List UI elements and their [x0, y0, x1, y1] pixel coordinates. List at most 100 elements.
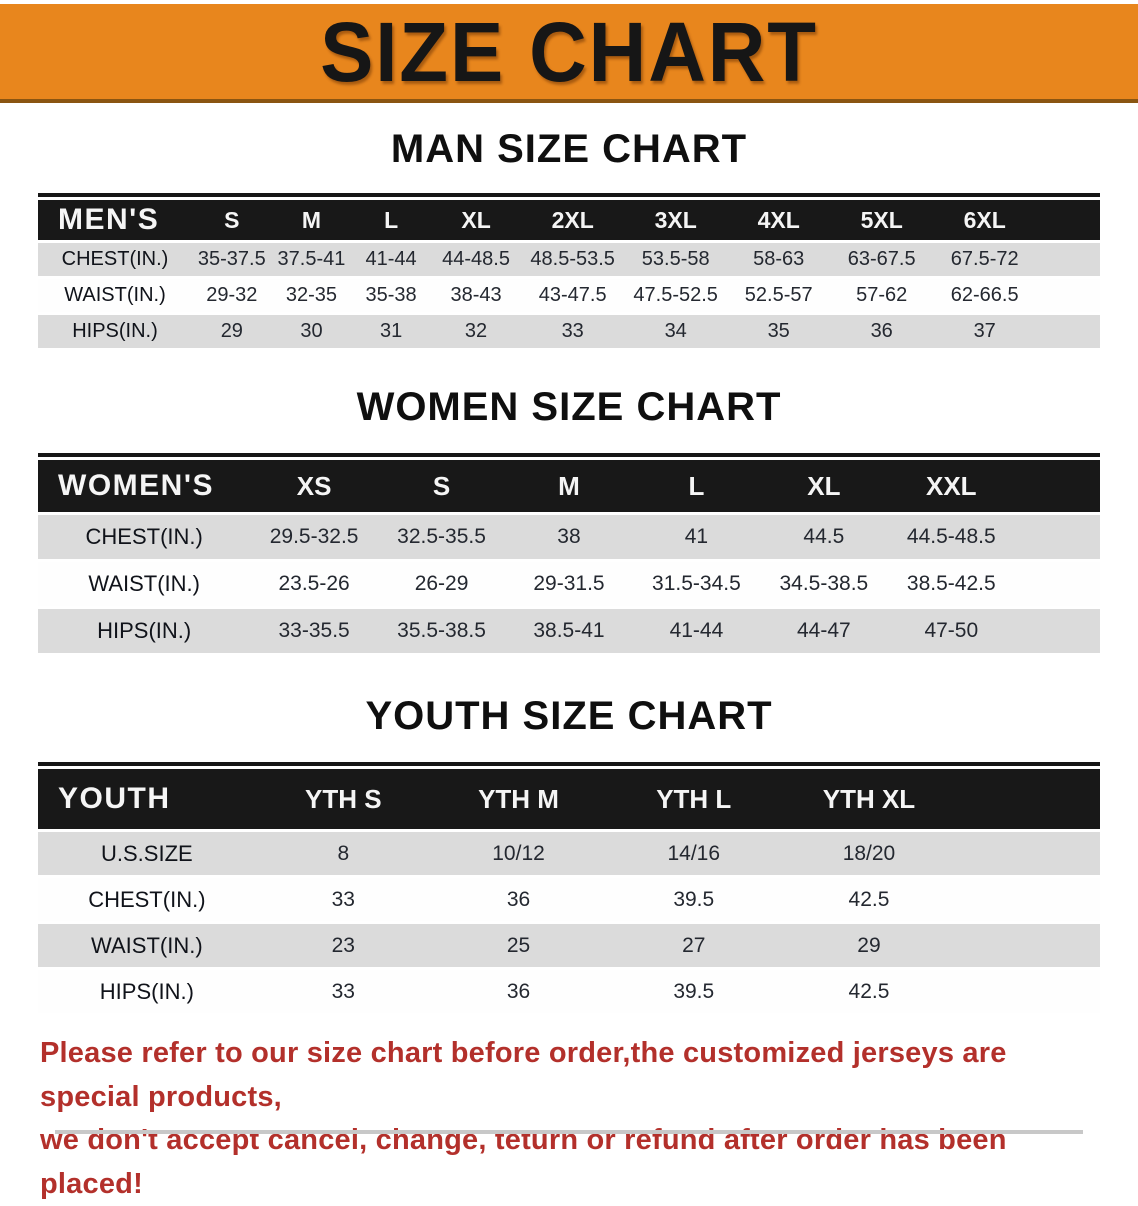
measurement-value: 36 — [830, 315, 934, 348]
measurement-value: 36 — [430, 878, 607, 921]
row-label: HIPS(IN.) — [38, 609, 251, 653]
size-column-header: 3XL — [624, 200, 728, 240]
measurement-value: 41-44 — [351, 243, 431, 276]
mens-size-table: MEN'S S M L XL 2XL 3XL 4XL 5XL 6XL CHEST(IN.) 35-37… — [38, 197, 1100, 351]
measurement-row: WAIST(IN.) 29-32 32-35 35-38 38-43 43-47.5 47.… — [38, 279, 1100, 312]
measurement-value: 35-38 — [351, 279, 431, 312]
measurement-value: 32.5-35.5 — [377, 515, 506, 559]
size-column-header: L — [632, 460, 761, 512]
size-column-header: L — [351, 200, 431, 240]
size-column-header: YTH S — [255, 769, 431, 829]
measurement-value: 38-43 — [430, 279, 522, 312]
spacer-cell — [956, 924, 1100, 967]
measurement-value: 39.5 — [606, 878, 782, 921]
measurement-value: 32 — [430, 315, 522, 348]
women-size-chart-heading: WOMEN SIZE CHART — [356, 385, 782, 429]
measurement-value: 44-48.5 — [430, 243, 522, 276]
measurement-value: 26-29 — [377, 562, 506, 606]
measurement-value: 8 — [255, 832, 431, 875]
measurement-value: 39.5 — [606, 970, 782, 1013]
row-label: CHEST(IN.) — [38, 515, 251, 559]
measurement-row: HIPS(IN.) 29 30 31 32 33 34 35 36 37 — [38, 315, 1100, 348]
measurement-value: 33 — [255, 878, 431, 921]
size-column-header: YTH XL — [781, 769, 957, 829]
measurement-value: 27 — [606, 924, 782, 967]
measurement-value: 33 — [521, 315, 625, 348]
measurement-value: 58-63 — [727, 243, 831, 276]
group-label: WOMEN'S — [38, 460, 251, 512]
measurement-value: 47-50 — [887, 609, 1016, 653]
disclaimer: Please refer to our size chart before or… — [40, 1032, 1100, 1206]
size-header-row: WOMEN'S XS S M L XL XXL — [38, 460, 1100, 512]
measurement-value: 43-47.5 — [521, 279, 625, 312]
size-chart-banner: SIZE CHART — [0, 4, 1138, 103]
measurement-value: 10/12 — [430, 832, 607, 875]
measurement-row: CHEST(IN.) 29.5-32.5 32.5-35.5 38 41 44.5 44.5… — [38, 515, 1100, 559]
womens-size-table: WOMEN'S XS S M L XL XXL CHEST(IN.) 29.5-32.5 32.5… — [38, 457, 1100, 656]
row-label: CHEST(IN.) — [38, 878, 256, 921]
measurement-value: 31 — [351, 315, 431, 348]
size-column-header: 5XL — [830, 200, 934, 240]
measurement-value: 34 — [624, 315, 728, 348]
measurement-row: WAIST(IN.) 23 25 27 29 — [38, 924, 1100, 967]
measurement-value: 23.5-26 — [250, 562, 378, 606]
measurement-value: 37 — [933, 315, 1037, 348]
measurement-value: 42.5 — [781, 878, 957, 921]
size-column-header: 6XL — [933, 200, 1037, 240]
size-column-header: XS — [250, 460, 378, 512]
measurement-value: 48.5-53.5 — [521, 243, 625, 276]
measurement-row: CHEST(IN.) 33 36 39.5 42.5 — [38, 878, 1100, 921]
measurement-value: 29-31.5 — [505, 562, 633, 606]
size-column-header: XL — [430, 200, 522, 240]
measurement-value: 35.5-38.5 — [377, 609, 506, 653]
row-label: WAIST(IN.) — [38, 279, 192, 312]
bottom-divider — [55, 1130, 1083, 1134]
measurement-row: U.S.SIZE 8 10/12 14/16 18/20 — [38, 832, 1100, 875]
spacer-cell — [1036, 315, 1100, 348]
measurement-value: 63-67.5 — [830, 243, 934, 276]
measurement-value: 52.5-57 — [727, 279, 831, 312]
size-header-row: MEN'S S M L XL 2XL 3XL 4XL 5XL 6XL — [38, 200, 1100, 240]
spacer-cell — [1036, 243, 1100, 276]
spacer-cell — [1036, 200, 1100, 240]
size-column-header: XL — [760, 460, 888, 512]
row-label: CHEST(IN.) — [38, 243, 192, 276]
measurement-value: 33-35.5 — [250, 609, 378, 653]
measurement-value: 37.5-41 — [271, 243, 352, 276]
measurement-value: 44-47 — [760, 609, 888, 653]
measurement-row: CHEST(IN.) 35-37.5 37.5-41 41-44 44-48.5 48.5… — [38, 243, 1100, 276]
measurement-value: 38.5-41 — [505, 609, 633, 653]
measurement-value: 41 — [632, 515, 761, 559]
measurement-value: 18/20 — [781, 832, 957, 875]
measurement-value: 53.5-58 — [624, 243, 728, 276]
measurement-value: 44.5-48.5 — [887, 515, 1016, 559]
measurement-value: 33 — [255, 970, 431, 1013]
measurement-value: 36 — [430, 970, 607, 1013]
measurement-value: 32-35 — [271, 279, 352, 312]
measurement-value: 35-37.5 — [192, 243, 272, 276]
mens-table-container: MEN'S S M L XL 2XL 3XL 4XL 5XL 6XL CHEST(IN.) 35-37… — [38, 193, 1100, 351]
measurement-value: 35 — [727, 315, 831, 348]
spacer-cell — [956, 878, 1100, 921]
measurement-value: 38.5-42.5 — [887, 562, 1016, 606]
measurement-value: 29-32 — [192, 279, 272, 312]
measurement-row: WAIST(IN.) 23.5-26 26-29 29-31.5 31.5-34.5 34… — [38, 562, 1100, 606]
measurement-value: 62-66.5 — [933, 279, 1037, 312]
spacer-cell — [956, 769, 1100, 829]
youth-table-container: YOUTH YTH S YTH M YTH L YTH XL U.S.SIZE 8 10/12… — [38, 762, 1100, 1016]
measurement-value: 67.5-72 — [933, 243, 1037, 276]
size-column-header: M — [505, 460, 633, 512]
measurement-value: 47.5-52.5 — [624, 279, 728, 312]
measurement-value: 29.5-32.5 — [250, 515, 378, 559]
size-column-header: YTH M — [430, 769, 607, 829]
man-size-chart-heading: MAN SIZE CHART — [390, 127, 748, 171]
size-column-header: XXL — [887, 460, 1016, 512]
group-label: MEN'S — [38, 200, 192, 240]
measurement-value: 23 — [255, 924, 431, 967]
size-column-header: YTH L — [606, 769, 782, 829]
size-column-header: 4XL — [727, 200, 831, 240]
measurement-value: 57-62 — [830, 279, 934, 312]
youth-size-chart-heading: YOUTH SIZE CHART — [365, 694, 773, 738]
disclaimer-line-1: Please refer to our size chart before or… — [40, 1037, 1007, 1113]
youth-size-table: YOUTH YTH S YTH M YTH L YTH XL U.S.SIZE 8 10/12… — [38, 766, 1100, 1016]
